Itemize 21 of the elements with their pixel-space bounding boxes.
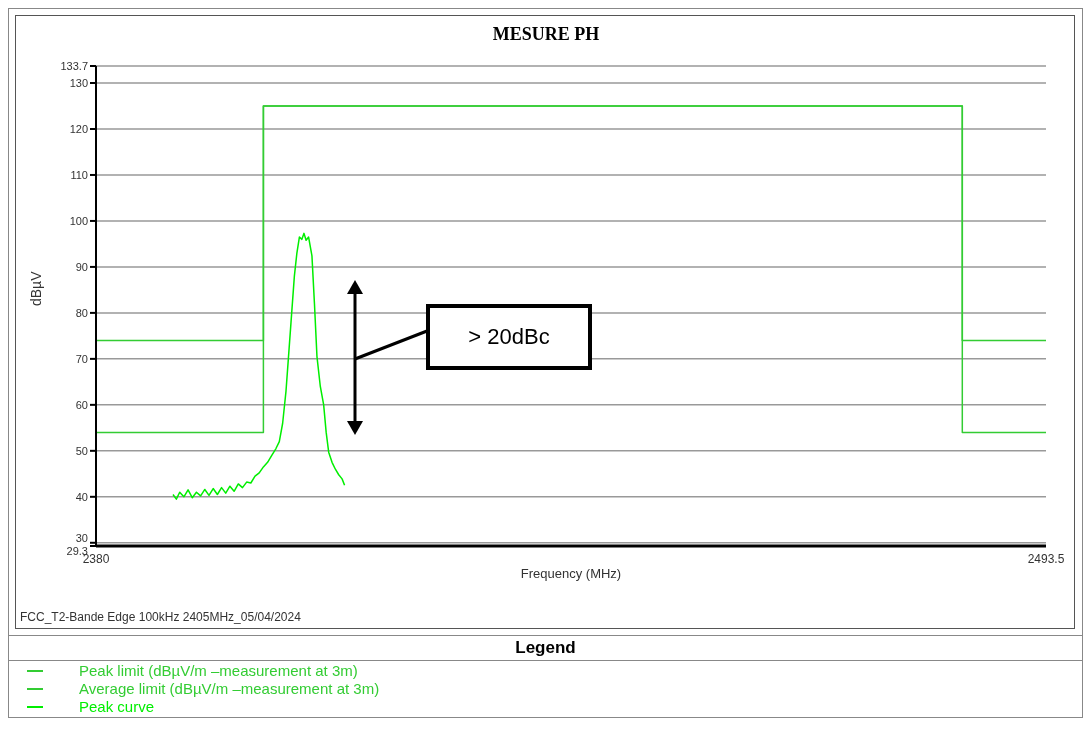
- y-tick-label: 80: [75, 306, 88, 319]
- chart-title: MESURE PH: [491, 24, 601, 45]
- y-tick-label: 130: [69, 77, 88, 90]
- x-tick-label: 2493.5: [1027, 551, 1065, 566]
- legend-title: Legend: [9, 636, 1082, 661]
- legend-label: Average limit (dBµV/m –measurement at 3m): [79, 680, 380, 698]
- y-tick-label: 133.7: [60, 60, 88, 72]
- y-axis-title: dBµV: [27, 270, 44, 306]
- y-tick-label: 70: [75, 352, 88, 365]
- y-tick-label: 40: [75, 490, 88, 503]
- y-tick-label: 50: [75, 444, 88, 457]
- legend-label: Peak limit (dBµV/m –measurement at 3m): [79, 662, 358, 680]
- x-axis-title: Frequency (MHz): [520, 566, 622, 581]
- y-tick-label: 120: [69, 122, 88, 135]
- y-tick-label: 100: [69, 214, 88, 227]
- y-tick-label: 110: [70, 168, 88, 181]
- y-tick-label: 90: [75, 260, 88, 273]
- text: FCC_T2-Bande Edge 100kHz 2405MHz_05/04/2024: [20, 610, 301, 624]
- y-tick-label: 60: [75, 398, 88, 411]
- legend-label: Peak curve: [79, 698, 155, 716]
- y-tick-label: 30: [75, 531, 88, 544]
